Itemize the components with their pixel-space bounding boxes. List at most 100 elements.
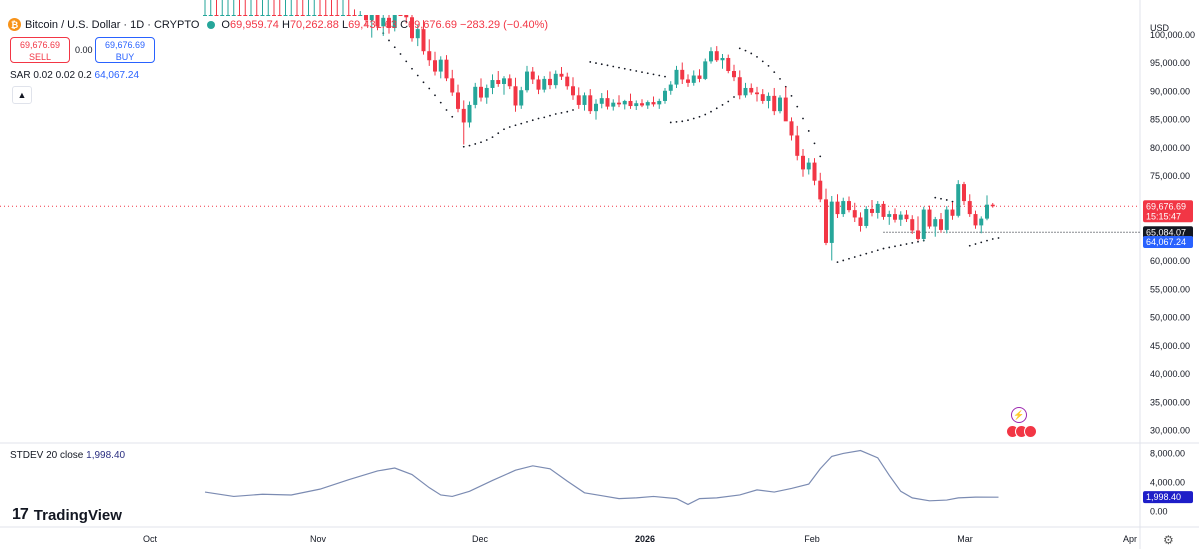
candle-body: [289, 15, 294, 16]
sell-label: SELL: [28, 52, 52, 62]
price-tag-bg: [1143, 200, 1193, 223]
candle: [697, 69, 702, 83]
candle-body: [801, 155, 805, 170]
candle-body: [703, 61, 708, 79]
candle: [709, 47, 713, 64]
candle-body: [668, 84, 673, 91]
gear-icon[interactable]: ⚙: [1163, 533, 1174, 547]
sar-point: [940, 197, 942, 200]
candle: [973, 210, 978, 229]
candle: [381, 15, 386, 36]
candle-body: [565, 76, 570, 87]
sar-point: [848, 257, 850, 260]
candle-body: [582, 95, 587, 105]
sell-button[interactable]: 69,676.69 SELL: [10, 37, 70, 63]
candle-body: [973, 214, 978, 226]
candle-body: [473, 86, 478, 105]
candle: [421, 20, 426, 55]
candle: [450, 69, 455, 96]
candle: [329, 0, 334, 16]
candle: [720, 54, 725, 69]
candle: [858, 212, 863, 232]
sar-point: [796, 105, 799, 108]
sar-point: [572, 109, 574, 111]
candle: [300, 0, 305, 16]
candle: [352, 9, 357, 16]
sar-point: [779, 78, 781, 80]
candle: [295, 0, 299, 16]
candle: [835, 194, 840, 219]
candle: [404, 15, 409, 24]
candle-body: [691, 75, 696, 83]
candle-body: [818, 180, 823, 200]
sar-point: [520, 122, 523, 125]
candle: [507, 74, 512, 90]
candle-body: [392, 15, 397, 29]
candle-body: [640, 103, 644, 106]
candle-body: [335, 15, 340, 16]
candle: [254, 0, 259, 16]
candle: [214, 0, 219, 16]
price-tick-label: 60,000.00: [1150, 256, 1190, 266]
sar-point: [704, 113, 707, 116]
candle-body: [617, 102, 621, 105]
candle: [364, 15, 368, 26]
ohlc-change: −283.29 (−0.40%): [460, 18, 549, 31]
currency-selector[interactable]: USD: [1150, 23, 1170, 33]
candle: [703, 58, 708, 81]
candle-body: [231, 15, 236, 16]
candle: [496, 70, 501, 87]
events-badge-icon[interactable]: [1006, 425, 1037, 438]
price-tick-label: 55,000.00: [1150, 284, 1190, 294]
candle-body: [358, 15, 363, 16]
candle: [674, 65, 679, 88]
candle-body: [438, 59, 443, 72]
price-tick-label: 50,000.00: [1150, 313, 1190, 323]
candle-body: [628, 100, 633, 107]
candle-body: [576, 95, 581, 105]
candle-body: [484, 87, 489, 98]
candle: [893, 208, 897, 223]
sar-point: [876, 249, 879, 252]
sar-point: [945, 199, 948, 201]
price-tick-label: 100,000.00: [1150, 30, 1195, 40]
collapse-legend-button[interactable]: ▲: [12, 86, 32, 104]
candle: [433, 51, 437, 76]
candle: [375, 15, 380, 31]
candle: [260, 0, 265, 16]
candle: [663, 87, 667, 104]
candle-body: [651, 102, 656, 105]
sar-point: [503, 128, 505, 131]
sar-point: [888, 246, 891, 249]
candle: [479, 78, 483, 102]
candle: [306, 0, 311, 16]
sar-point: [537, 117, 540, 120]
candle: [220, 0, 225, 16]
buy-button[interactable]: 69,676.69 BUY: [95, 37, 155, 63]
symbol-title[interactable]: Bitcoin / U.S. Dollar · 1D · CRYPTO: [25, 18, 200, 31]
candle-body: [300, 15, 305, 16]
sar-point: [986, 239, 988, 242]
sar-point: [738, 47, 741, 50]
candle: [950, 202, 955, 220]
lightning-icon[interactable]: ⚡: [1011, 407, 1027, 423]
candle-body: [329, 15, 334, 16]
candle: [985, 195, 989, 221]
candle-body: [548, 78, 552, 86]
price-tag-value: 69,676.69: [1146, 201, 1186, 211]
candle: [203, 0, 207, 16]
candle: [841, 197, 846, 217]
candle-body: [979, 218, 984, 226]
candle: [640, 99, 644, 108]
candle-body: [519, 90, 524, 106]
price-tick-label: 85,000.00: [1150, 115, 1190, 125]
sar-legend[interactable]: SAR 0.02 0.02 0.2 64,067.24: [10, 70, 139, 81]
candle: [962, 181, 966, 206]
candle: [668, 81, 673, 95]
candle: [691, 70, 696, 86]
candle: [628, 93, 633, 109]
candle-body: [686, 79, 690, 83]
stdev-legend[interactable]: STDEV 20 close 1,998.40: [10, 450, 125, 461]
